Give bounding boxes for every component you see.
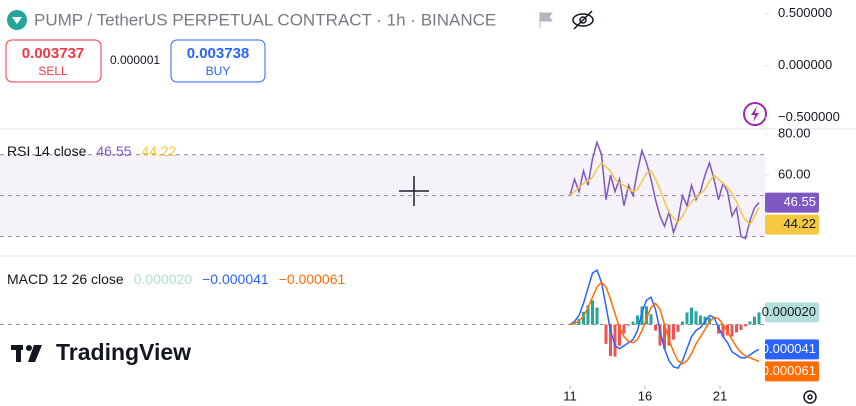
histogram-bar [618,324,621,346]
spread: 0.000001 [110,53,160,67]
flag-icon[interactable] [539,12,553,28]
histogram-bar [636,315,639,325]
legend: MACD 12 26 close 0.000020 −0.000041 −0.0000… [7,271,345,287]
crosshair [399,176,429,206]
histogram-bar [609,324,612,356]
price-badge-label: −0.000041 [754,341,816,356]
buy-price: 0.003738 [187,45,250,62]
histogram-bar [667,324,671,346]
histogram-bar [699,315,702,325]
histogram-bar [730,324,734,337]
series-line [569,161,760,226]
legend-value: −0.000041 [202,271,269,287]
x-tick-label: 16 [638,388,652,403]
histogram-bar [748,321,752,325]
legend-value: −0.000061 [279,271,346,287]
y-tick-label: −0.500000 [778,109,840,124]
histogram-bar [672,324,675,340]
price-badge [765,361,819,382]
legend-title: RSI 14 close [7,143,87,159]
y-tick-label: 0.500000 [778,5,832,20]
histogram-bar [676,324,680,332]
price-badge-label: −0.000061 [754,363,816,378]
sell-button[interactable] [5,39,102,83]
histogram-bar [744,324,747,327]
histogram-bar [712,324,716,326]
legend-title: MACD 12 26 close [7,271,124,287]
y-tick-label: 0.000000 [778,57,832,72]
y-tick-label: 60.00 [778,167,811,182]
price-badge [765,192,819,213]
price-badge [765,302,819,323]
legend-value: 0.000020 [134,271,193,287]
hide-icon[interactable] [572,10,594,30]
y-tick-label: 80.00 [778,126,811,141]
histogram-bar [735,324,738,333]
histogram-bar [757,312,761,325]
histogram-bar [586,305,590,325]
histogram-bar [600,324,603,326]
histogram-bar [681,321,684,325]
histogram-bar [739,324,743,330]
price-badge-label: 0.000020 [762,304,816,319]
histogram-bar [631,321,635,325]
histogram-bar [694,311,698,325]
buy-label: BUY [206,64,231,78]
series-line [569,281,760,365]
series-line [569,139,760,240]
legend-value: 44.22 [141,143,176,159]
sell-label: SELL [38,64,68,78]
histogram-bar [753,316,756,325]
histogram-bar [622,324,626,334]
legend: RSI 14 close 46.55 44.22 [7,143,177,159]
histogram-bar [568,324,572,326]
histogram-bar [645,306,648,325]
histogram-bar [649,314,653,325]
histogram-bar [591,300,594,325]
histogram-bar [685,312,689,325]
histogram-bar [658,324,662,346]
lightning-icon[interactable] [743,102,767,126]
symbol-title: PUMP / TetherUS PERPETUAL CONTRACT · 1h … [34,10,496,29]
x-tick-label: 21 [713,388,727,403]
histogram-bar [613,324,617,357]
buy-button[interactable] [170,39,266,83]
histogram-bar [726,324,729,336]
branding: TradingView [56,339,191,365]
histogram-bar [721,324,725,337]
histogram-bar [577,319,581,325]
x-tick-label: 11 [563,388,577,403]
sell-price: 0.003737 [22,45,85,62]
symbol-logo-gem [12,17,22,24]
price-badge-label: 46.55 [783,194,816,209]
histogram-bar [604,324,608,344]
price-badge [765,339,819,360]
tv-logo [11,345,42,362]
histogram-bar [663,324,666,349]
settings-icon[interactable] [803,390,817,404]
histogram-bar [627,324,630,326]
histogram-bar [690,307,693,325]
legend-value: 46.55 [96,143,131,159]
histogram-bar [654,324,657,331]
histogram-bar [582,311,585,325]
price-badge [765,214,819,235]
histogram-bar [595,307,599,325]
price-badge-label: 44.22 [783,216,816,231]
